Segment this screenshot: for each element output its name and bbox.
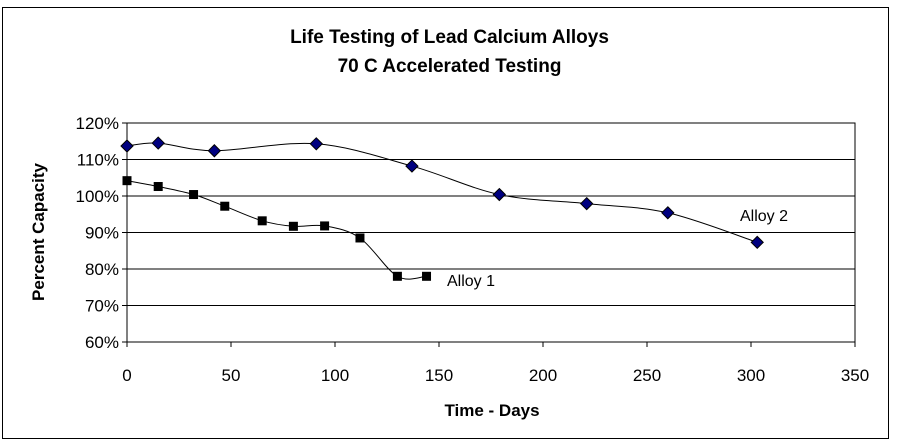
y-tick-label: 90% bbox=[85, 224, 119, 243]
data-point-square bbox=[189, 190, 199, 200]
y-tick-label: 60% bbox=[85, 333, 119, 352]
x-tick-label: 0 bbox=[122, 366, 131, 385]
x-axis-label: Time - Days bbox=[444, 401, 539, 420]
y-axis-label: Percent Capacity bbox=[29, 162, 48, 300]
data-point-diamond bbox=[120, 139, 134, 153]
series-label-alloy-1: Alloy 1 bbox=[447, 273, 495, 290]
data-point-square bbox=[355, 233, 365, 243]
data-point-square bbox=[320, 221, 330, 231]
data-point-square bbox=[257, 216, 267, 226]
x-tick-label: 200 bbox=[529, 366, 557, 385]
data-point-diamond bbox=[492, 187, 507, 202]
x-tick-label: 300 bbox=[737, 366, 765, 385]
y-tick-label: 120% bbox=[76, 114, 119, 133]
data-point-diamond bbox=[405, 159, 419, 173]
data-point-diamond bbox=[151, 136, 165, 150]
y-tick-label: 80% bbox=[85, 260, 119, 279]
series-line-1 bbox=[126, 180, 427, 280]
data-point-square bbox=[422, 271, 432, 281]
chart-subtitle: 70 C Accelerated Testing bbox=[337, 56, 562, 77]
y-tick-label: 70% bbox=[85, 297, 119, 316]
data-point-diamond bbox=[207, 144, 222, 158]
data-point-diamond bbox=[661, 206, 675, 220]
data-point-diamond bbox=[579, 196, 594, 211]
x-tick-label: 150 bbox=[425, 366, 453, 385]
x-tick-label: 100 bbox=[321, 366, 349, 385]
y-tick-label: 110% bbox=[77, 151, 119, 170]
x-tick-label: 350 bbox=[841, 366, 869, 385]
data-point-square bbox=[288, 221, 298, 231]
data-point-square bbox=[392, 271, 402, 281]
x-tick-label: 250 bbox=[633, 366, 661, 385]
data-point-square bbox=[153, 182, 163, 192]
data-point-square bbox=[122, 176, 132, 186]
data-point-diamond bbox=[309, 137, 323, 151]
data-point-square bbox=[220, 201, 230, 211]
x-tick-label: 50 bbox=[222, 366, 241, 385]
data-point-diamond bbox=[750, 235, 764, 250]
series-label-alloy-2: Alloy 2 bbox=[740, 208, 788, 225]
y-tick-label: 100% bbox=[76, 187, 119, 206]
chart-title: Life Testing of Lead Calcium Alloys bbox=[290, 27, 609, 48]
